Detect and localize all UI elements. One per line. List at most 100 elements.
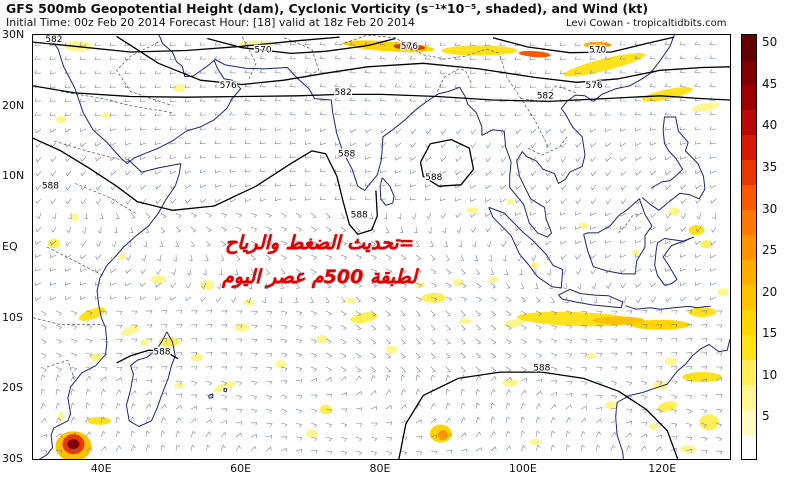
- country-border: [499, 56, 550, 149]
- height-contour: [33, 137, 378, 235]
- colorbar-label: 35: [762, 160, 778, 175]
- height-contour: [116, 35, 730, 86]
- vorticity-area: [528, 439, 541, 446]
- vorticity-area: [305, 429, 318, 438]
- vorticity-area: [89, 353, 102, 362]
- coastline: [615, 338, 730, 459]
- vorticity-area: [57, 411, 64, 422]
- colorbar-segment: [742, 334, 756, 360]
- vorticity-area: [173, 84, 186, 92]
- country-border: [46, 246, 103, 276]
- vorticity-area: [700, 240, 713, 249]
- vorticity-area: [506, 198, 515, 205]
- vorticity-area: [213, 381, 237, 393]
- vorticity-area: [466, 207, 479, 214]
- wind-barb-layer: [34, 41, 723, 456]
- lat-label: 20S: [2, 381, 23, 395]
- height-contour: [419, 138, 475, 187]
- vorticity-area: [274, 360, 287, 369]
- vorticity-shading-layer: [47, 40, 730, 459]
- coastline: [558, 288, 624, 309]
- vorticity-area: [200, 280, 215, 291]
- vorticity-area: [688, 307, 717, 318]
- vorticity-area: [529, 262, 540, 269]
- wind-barbs: [34, 41, 723, 456]
- vorticity-area: [316, 334, 329, 343]
- country-border: [33, 317, 103, 326]
- vorticity-area: [648, 423, 659, 430]
- vorticity-area: [504, 319, 524, 328]
- vorticity-area: [150, 275, 167, 284]
- contour-label: 576: [401, 42, 418, 52]
- contour-label: 588: [351, 210, 368, 220]
- vorticity-area: [631, 249, 640, 256]
- height-contour: [116, 349, 179, 364]
- vorticity-area: [121, 325, 141, 336]
- colorbar-segment: [742, 409, 756, 435]
- map-title: GFS 500mb Geopotential Height (dam), Cyc…: [6, 1, 649, 16]
- vorticity-area: [680, 445, 697, 454]
- vorticity-area: [78, 307, 106, 321]
- forecast-time-subtitle: Initial Time: 00z Feb 20 2014 Forecast H…: [6, 16, 416, 29]
- contour-label: 588: [425, 173, 442, 183]
- coastline: [654, 236, 695, 286]
- vorticity-area: [657, 401, 678, 413]
- vorticity-area: [682, 372, 723, 383]
- contour-label: 576: [220, 81, 237, 91]
- vorticity-area: [118, 253, 127, 260]
- vorticity-area: [664, 357, 677, 366]
- coastline: [641, 116, 706, 211]
- vorticity-area: [158, 336, 179, 347]
- lat-label: 30S: [2, 452, 23, 465]
- vorticity-area: [174, 382, 185, 389]
- vorticity-area: [488, 276, 499, 283]
- colorbar-segment: [742, 159, 756, 186]
- contour-label: 588: [153, 347, 170, 357]
- vorticity-area: [592, 316, 645, 325]
- vorticity-area: [101, 112, 112, 119]
- height-contour-layer: [33, 35, 730, 459]
- contour-label: 588: [533, 364, 550, 374]
- vorticity-area: [518, 50, 551, 58]
- colorbar-label: 25: [762, 243, 778, 258]
- country-border: [618, 212, 643, 234]
- lat-label: 20N: [2, 98, 25, 112]
- coastline: [488, 206, 564, 289]
- coastline: [39, 159, 182, 459]
- vorticity-area: [604, 401, 619, 410]
- contour-label: 576: [585, 81, 602, 91]
- lat-label: 30N: [2, 28, 25, 41]
- vorticity-area: [385, 345, 398, 354]
- vorticity-area: [393, 43, 426, 51]
- colorbar-segment: [742, 184, 756, 211]
- colorbar-segment: [742, 384, 756, 410]
- vorticity-area: [319, 404, 332, 415]
- weather-map: 582 570 576 570 576 582 582 576 588 588 588 588 588 5…: [32, 34, 731, 460]
- height-contour: [33, 85, 730, 103]
- lat-label: 10S: [2, 310, 23, 324]
- vorticity-area: [350, 312, 378, 324]
- lon-label: 80E: [369, 462, 391, 475]
- country-border: [339, 35, 501, 60]
- colorbar-segment: [742, 134, 756, 161]
- country-border: [283, 37, 320, 78]
- vorticity-area: [70, 213, 79, 222]
- colorbar-label: 15: [762, 326, 778, 341]
- vorticity-area: [641, 87, 693, 102]
- colorbar-segment: [742, 84, 756, 111]
- vorticity-area: [502, 378, 519, 387]
- country-border: [46, 359, 76, 382]
- country-border: [527, 136, 568, 156]
- vorticity-area: [585, 352, 596, 359]
- height-contour: [207, 37, 396, 55]
- colorbar-label: 50: [762, 35, 778, 50]
- colorbar-label: 20: [762, 284, 778, 299]
- colorbar-segment: [742, 209, 756, 236]
- lat-label: 10N: [2, 169, 25, 183]
- vorticity-area: [717, 288, 730, 297]
- vorticity-area: [234, 323, 251, 332]
- contour-label-layer: 582 570 576 570 576 582 582 576 588 588 588 588 588 5…: [41, 35, 608, 375]
- vorticity-area: [459, 318, 472, 325]
- country-border: [74, 183, 138, 215]
- colorbar-label: 40: [762, 118, 778, 133]
